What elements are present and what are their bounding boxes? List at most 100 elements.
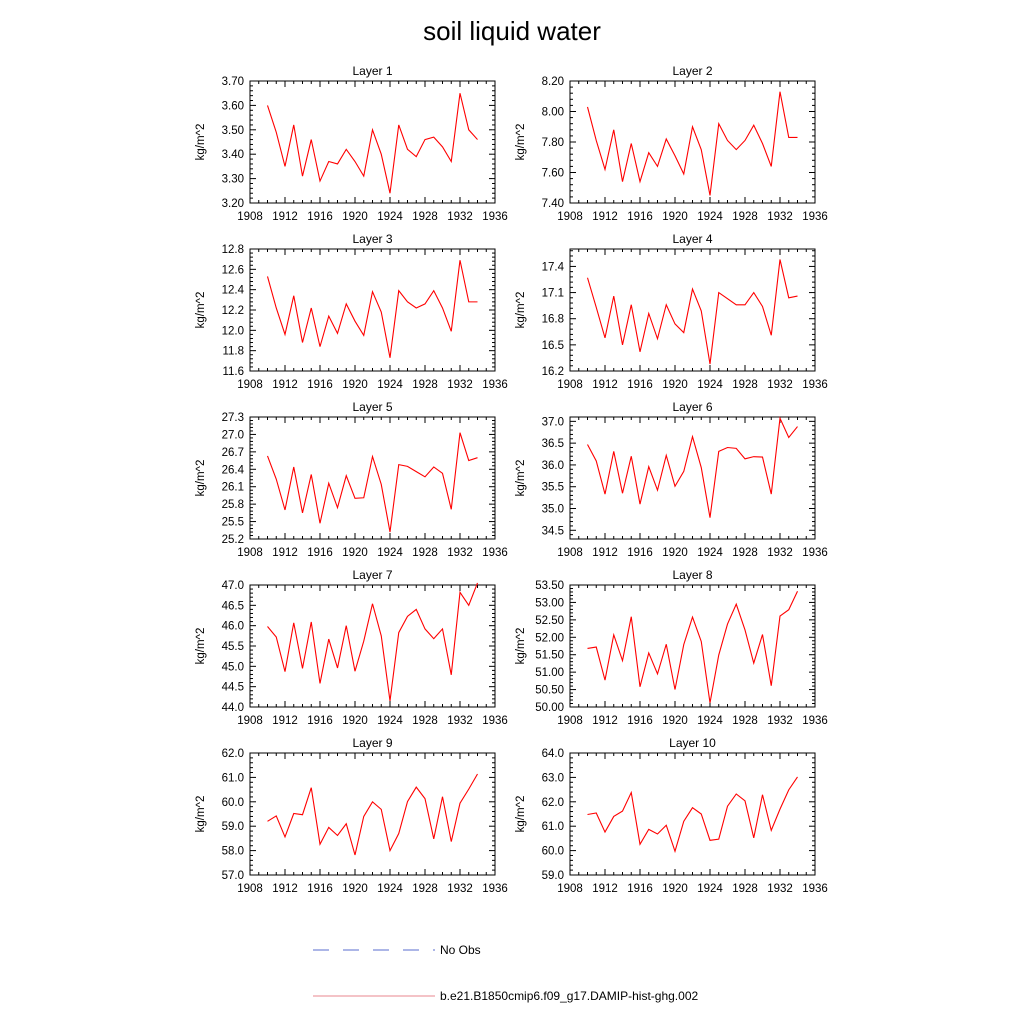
x-tick-label: 1932 [767, 211, 793, 223]
x-tick-label: 1932 [447, 211, 473, 223]
panel-title: Layer 7 [352, 568, 392, 582]
x-tick-label: 1924 [697, 547, 723, 559]
x-tick-label: 1912 [272, 379, 298, 391]
series-line [266, 432, 478, 533]
y-tick-label: 52.00 [535, 632, 564, 644]
x-tick-label: 1912 [592, 883, 618, 895]
x-tick-label: 1928 [412, 883, 438, 895]
y-tick-label: 12.0 [222, 325, 244, 337]
y-tick-label: 8.00 [542, 107, 564, 119]
x-tick-label: 1936 [802, 211, 828, 223]
series-line [266, 260, 478, 358]
legend-label-model-run: b.e21.B1850cmip6.f09_g17.DAMIP-hist-ghg.… [440, 989, 698, 1003]
y-axis-label: kg/m^2 [195, 292, 207, 329]
y-tick-label: 44.5 [222, 682, 244, 694]
panel-layer-6: Layer 6 kg/m^2 1908 1912 1916 1920 1924 1928 193… [515, 400, 828, 559]
y-tick-label: 51.00 [535, 667, 564, 679]
x-tick-label: 1936 [802, 715, 828, 727]
x-tick-label: 1920 [342, 715, 368, 727]
y-tick-label: 47.0 [222, 580, 244, 592]
y-tick-label: 62.0 [222, 748, 244, 760]
x-tick-label: 1928 [412, 211, 438, 223]
y-tick-label: 46.5 [222, 600, 244, 612]
x-tick-label: 1936 [802, 883, 828, 895]
y-tick-label: 11.6 [222, 366, 244, 378]
x-tick-label: 1924 [377, 715, 403, 727]
x-tick-label: 1920 [662, 211, 688, 223]
x-tick-label: 1912 [592, 211, 618, 223]
plot-frame [569, 80, 816, 204]
y-tick-label: 58.0 [222, 846, 244, 858]
x-tick-label: 1924 [377, 547, 403, 559]
y-tick-label: 52.50 [535, 615, 564, 627]
y-tick-label: 25.5 [222, 517, 244, 529]
panel-layer-9: Layer 9 kg/m^2 1908 1912 1916 1920 1924 1928 193… [195, 736, 508, 895]
y-tick-label: 26.1 [222, 482, 244, 494]
x-tick-label: 1912 [592, 547, 618, 559]
y-axis-label: kg/m^2 [195, 796, 207, 833]
series-line [586, 91, 798, 196]
x-tick-label: 1920 [342, 547, 368, 559]
series-line [587, 776, 798, 854]
x-tick-label: 1912 [272, 211, 298, 223]
x-tick-label: 1916 [307, 547, 333, 559]
y-tick-label: 3.60 [222, 100, 244, 112]
x-tick-label: 1912 [592, 379, 618, 391]
x-tick-label: 1928 [732, 379, 758, 391]
y-axis-label: kg/m^2 [515, 292, 527, 329]
x-tick-label: 1924 [697, 715, 723, 727]
x-tick-label: 1916 [307, 211, 333, 223]
y-tick-label: 16.5 [542, 340, 564, 352]
x-tick-label: 1916 [307, 715, 333, 727]
y-tick-label: 37.0 [542, 416, 564, 428]
y-tick-label: 46.0 [222, 621, 244, 633]
y-tick-label: 36.0 [542, 460, 564, 472]
x-tick-label: 1936 [802, 547, 828, 559]
y-tick-label: 11.8 [222, 346, 244, 358]
panel-layer-7: Layer 7 kg/m^2 1908 1912 1916 1920 1924 1928 193… [195, 568, 508, 727]
panel-layer-10: Layer 10 kg/m^2 1908 1912 1916 1920 1924 1928 19… [515, 736, 828, 895]
plot-frame [569, 584, 816, 708]
x-tick-label: 1916 [627, 883, 653, 895]
x-tick-label: 1924 [697, 883, 723, 895]
y-tick-label: 64.0 [542, 748, 564, 760]
panel-title: Layer 9 [352, 736, 392, 750]
panel-title: Layer 6 [672, 400, 712, 414]
x-tick-label: 1912 [272, 547, 298, 559]
x-tick-label: 1932 [447, 547, 473, 559]
panel-title: Layer 4 [672, 232, 712, 246]
plot-frame [249, 752, 496, 876]
legend-label-no-obs: No Obs [440, 943, 481, 957]
x-tick-label: 1920 [662, 379, 688, 391]
series-line [267, 773, 478, 856]
x-tick-label: 1908 [557, 211, 583, 223]
y-tick-label: 17.4 [542, 261, 565, 273]
x-tick-label: 1920 [342, 379, 368, 391]
y-tick-label: 3.70 [222, 76, 244, 88]
y-tick-label: 53.00 [535, 597, 564, 609]
y-axis-label: kg/m^2 [195, 460, 207, 497]
x-tick-label: 1924 [697, 379, 723, 391]
x-tick-label: 1908 [237, 883, 263, 895]
x-tick-label: 1912 [272, 715, 298, 727]
y-tick-label: 34.5 [542, 525, 564, 537]
x-tick-label: 1908 [557, 379, 583, 391]
x-tick-label: 1928 [732, 883, 758, 895]
y-tick-label: 61.0 [542, 821, 564, 833]
x-tick-label: 1916 [627, 547, 653, 559]
y-axis-label: kg/m^2 [515, 460, 527, 497]
y-tick-label: 45.0 [222, 661, 244, 673]
panel-layer-5: Layer 5 kg/m^2 1908 1912 1916 1920 1924 1928 193… [195, 400, 508, 559]
x-tick-label: 1932 [447, 715, 473, 727]
panel-layer-1: Layer 1 kg/m^2 1908 1912 1916 1920 1924 1928 193… [195, 64, 508, 223]
y-axis-label: kg/m^2 [515, 628, 527, 665]
x-tick-label: 1920 [662, 547, 688, 559]
y-tick-label: 27.0 [222, 429, 244, 441]
y-axis-label: kg/m^2 [515, 796, 527, 833]
x-tick-label: 1924 [377, 883, 403, 895]
panel-title: Layer 5 [352, 400, 392, 414]
plot-frame [569, 248, 816, 372]
x-tick-label: 1920 [662, 883, 688, 895]
y-tick-label: 12.2 [222, 305, 244, 317]
